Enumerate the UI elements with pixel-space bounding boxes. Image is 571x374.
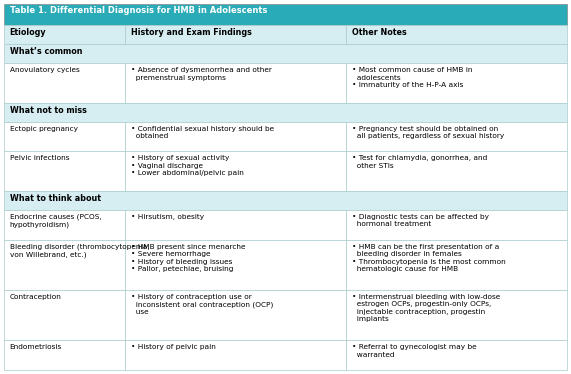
Text: • HMB can be the first presentation of a
  bleeding disorder in females
• Thromb: • HMB can be the first presentation of a… bbox=[352, 243, 505, 272]
Text: • History of pelvic pain: • History of pelvic pain bbox=[131, 344, 215, 350]
Text: What’s common: What’s common bbox=[10, 47, 82, 56]
Bar bbox=[125, 290, 346, 340]
Text: Anovulatory cycles: Anovulatory cycles bbox=[10, 67, 79, 73]
Text: Pelvic infections: Pelvic infections bbox=[10, 155, 69, 161]
Bar bbox=[4, 103, 567, 122]
Text: • Referral to gynecologist may be
  warranted: • Referral to gynecologist may be warran… bbox=[352, 344, 476, 358]
Text: Other Notes: Other Notes bbox=[352, 28, 407, 37]
Bar bbox=[4, 45, 567, 63]
Text: Ectopic pregnancy: Ectopic pregnancy bbox=[10, 126, 78, 132]
Text: • Test for chlamydia, gonorrhea, and
  other STIs: • Test for chlamydia, gonorrhea, and oth… bbox=[352, 155, 487, 169]
Bar bbox=[4, 122, 125, 151]
Text: • History of sexual activity
• Vaginal discharge
• Lower abdominal/pelvic pain: • History of sexual activity • Vaginal d… bbox=[131, 155, 243, 177]
Bar bbox=[346, 290, 567, 340]
Text: • History of contraception use or
  inconsistent oral contraception (OCP)
  use: • History of contraception use or incons… bbox=[131, 294, 273, 316]
Bar bbox=[125, 210, 346, 240]
Bar bbox=[125, 340, 346, 370]
Text: Bleeding disorder (thrombocytopenia,
von Willebrand, etc.): Bleeding disorder (thrombocytopenia, von… bbox=[10, 243, 149, 258]
Bar bbox=[4, 210, 125, 240]
Text: Table 1. Differential Diagnosis for HMB in Adolescents: Table 1. Differential Diagnosis for HMB … bbox=[10, 6, 267, 15]
Text: • Most common cause of HMB in
  adolescents
• Immaturity of the H-P-A axis: • Most common cause of HMB in adolescent… bbox=[352, 67, 472, 88]
Bar bbox=[4, 63, 125, 103]
Text: • Absence of dysmenorrhea and other
  premenstrual symptoms: • Absence of dysmenorrhea and other prem… bbox=[131, 67, 271, 80]
Bar bbox=[4, 25, 125, 45]
Bar bbox=[346, 210, 567, 240]
Bar bbox=[4, 191, 567, 210]
Bar bbox=[346, 340, 567, 370]
Bar bbox=[125, 63, 346, 103]
Bar bbox=[4, 240, 125, 290]
Text: • HMB present since menarche
• Severe hemorrhage
• History of bleeding issues
• : • HMB present since menarche • Severe he… bbox=[131, 243, 245, 272]
Bar bbox=[125, 240, 346, 290]
Text: • Intermenstrual bleeding with low-dose
  estrogen OCPs, progestin-only OCPs,
  : • Intermenstrual bleeding with low-dose … bbox=[352, 294, 500, 322]
Text: Contraception: Contraception bbox=[10, 294, 61, 300]
Bar bbox=[346, 240, 567, 290]
Text: Etiology: Etiology bbox=[10, 28, 46, 37]
Text: Endocrine causes (PCOS,
hypothyroidism): Endocrine causes (PCOS, hypothyroidism) bbox=[10, 214, 101, 229]
Bar bbox=[346, 63, 567, 103]
Bar bbox=[125, 151, 346, 191]
Text: • Pregnancy test should be obtained on
  all patients, regardless of sexual hist: • Pregnancy test should be obtained on a… bbox=[352, 126, 504, 139]
Bar bbox=[346, 122, 567, 151]
Text: • Hirsutism, obesity: • Hirsutism, obesity bbox=[131, 214, 204, 220]
Text: What to think about: What to think about bbox=[10, 194, 100, 203]
Bar bbox=[4, 4, 567, 25]
Bar bbox=[346, 25, 567, 45]
Text: Endometriosis: Endometriosis bbox=[10, 344, 62, 350]
Bar bbox=[4, 151, 125, 191]
Bar bbox=[4, 290, 125, 340]
Bar bbox=[125, 25, 346, 45]
Text: History and Exam Findings: History and Exam Findings bbox=[131, 28, 251, 37]
Bar bbox=[346, 151, 567, 191]
Bar bbox=[4, 340, 125, 370]
Text: • Diagnostic tests can be affected by
  hormonal treatment: • Diagnostic tests can be affected by ho… bbox=[352, 214, 489, 227]
Text: What not to miss: What not to miss bbox=[10, 106, 86, 115]
Bar bbox=[125, 122, 346, 151]
Text: • Confidential sexual history should be
  obtained: • Confidential sexual history should be … bbox=[131, 126, 274, 139]
